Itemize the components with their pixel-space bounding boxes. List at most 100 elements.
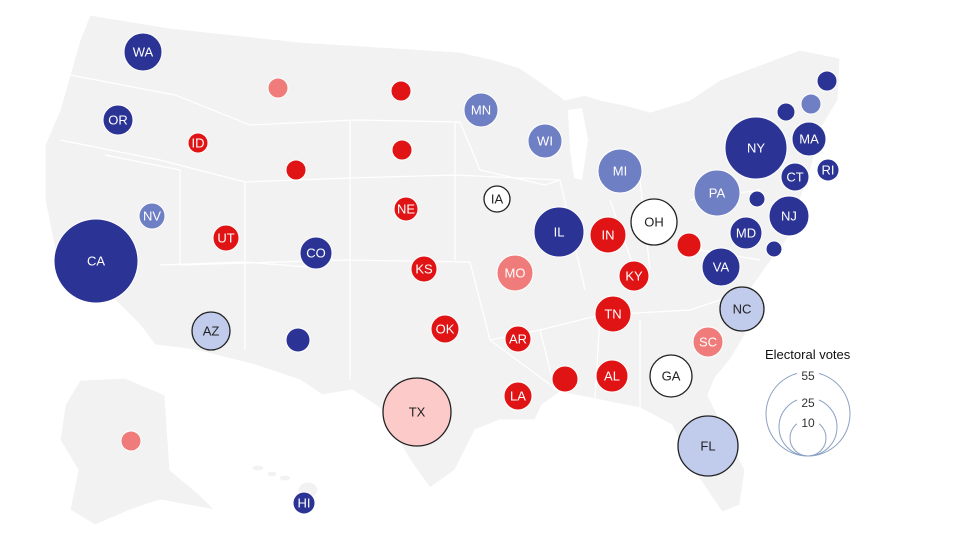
- state-circle-ak[interactable]: [120, 430, 142, 452]
- state-circle-vt[interactable]: [776, 102, 796, 122]
- state-circle-ne[interactable]: [393, 196, 419, 222]
- state-bubble-ca[interactable]: CA: [53, 218, 139, 304]
- state-bubble-nc[interactable]: NC: [719, 286, 765, 332]
- state-bubble-mi[interactable]: MI: [597, 148, 643, 194]
- state-circle-ny[interactable]: [724, 116, 788, 180]
- state-circle-ks[interactable]: [410, 255, 438, 283]
- state-circle-ar[interactable]: [504, 325, 532, 353]
- state-bubble-ia[interactable]: IA: [483, 185, 511, 213]
- state-bubble-ms[interactable]: [551, 365, 579, 393]
- state-bubble-wy[interactable]: [285, 159, 307, 181]
- state-bubble-ut[interactable]: UT: [212, 224, 240, 252]
- state-circle-co[interactable]: [299, 236, 333, 270]
- state-circle-de[interactable]: [748, 190, 766, 208]
- state-circle-ia[interactable]: [483, 185, 511, 213]
- state-circle-wy[interactable]: [285, 159, 307, 181]
- state-bubble-de[interactable]: [748, 190, 766, 208]
- state-circle-mn[interactable]: [463, 92, 499, 128]
- state-circle-oh[interactable]: [630, 198, 678, 246]
- state-circle-la[interactable]: [503, 381, 533, 411]
- state-circle-ca[interactable]: [53, 218, 139, 304]
- state-bubble-ak[interactable]: [120, 430, 142, 452]
- state-bubble-pa[interactable]: PA: [693, 169, 741, 217]
- state-circle-wa[interactable]: [123, 32, 163, 72]
- state-bubble-sc[interactable]: SC: [692, 326, 724, 358]
- state-circle-sc[interactable]: [692, 326, 724, 358]
- state-circle-hi[interactable]: [292, 491, 316, 515]
- state-circle-dc[interactable]: [765, 240, 783, 258]
- state-bubble-me[interactable]: [816, 70, 838, 92]
- state-circle-nc[interactable]: [719, 286, 765, 332]
- state-circle-nv[interactable]: [138, 202, 166, 230]
- state-circle-or[interactable]: [102, 104, 134, 136]
- state-bubble-ne[interactable]: NE: [393, 196, 419, 222]
- state-bubble-md[interactable]: MD: [729, 216, 763, 250]
- state-circle-mi[interactable]: [597, 148, 643, 194]
- state-circle-id[interactable]: [187, 132, 209, 154]
- state-bubble-ma[interactable]: MA: [791, 121, 827, 157]
- state-bubble-nh[interactable]: [800, 93, 822, 115]
- state-bubble-mt[interactable]: [267, 77, 289, 99]
- state-bubble-wi[interactable]: WI: [527, 123, 563, 159]
- state-circle-in[interactable]: [589, 216, 627, 254]
- state-bubble-az[interactable]: AZ: [191, 311, 231, 351]
- state-bubble-dc[interactable]: [765, 240, 783, 258]
- state-circle-wi[interactable]: [527, 123, 563, 159]
- state-circle-sd[interactable]: [391, 139, 413, 161]
- state-circle-mo[interactable]: [496, 254, 534, 292]
- state-circle-mt[interactable]: [267, 77, 289, 99]
- state-bubble-co[interactable]: CO: [299, 236, 333, 270]
- state-bubble-nd[interactable]: [390, 80, 412, 102]
- state-circle-al[interactable]: [595, 359, 629, 393]
- state-circle-wv[interactable]: [676, 232, 702, 258]
- state-circle-va[interactable]: [701, 247, 741, 287]
- state-bubble-vt[interactable]: [776, 102, 796, 122]
- state-circle-nj[interactable]: [768, 195, 810, 237]
- state-bubble-fl[interactable]: FL: [677, 415, 739, 477]
- state-bubble-sd[interactable]: [391, 139, 413, 161]
- state-bubble-al[interactable]: AL: [595, 359, 629, 393]
- state-bubble-mo[interactable]: MO: [496, 254, 534, 292]
- state-circle-ct[interactable]: [780, 162, 810, 192]
- state-bubble-ar[interactable]: AR: [504, 325, 532, 353]
- state-bubble-nv[interactable]: NV: [138, 202, 166, 230]
- state-circle-ky[interactable]: [618, 260, 650, 292]
- state-bubble-in[interactable]: IN: [589, 216, 627, 254]
- state-bubble-hi[interactable]: HI: [292, 491, 316, 515]
- state-circle-ut[interactable]: [212, 224, 240, 252]
- state-bubble-ok[interactable]: OK: [430, 314, 460, 344]
- state-circle-ma[interactable]: [791, 121, 827, 157]
- state-bubble-ga[interactable]: GA: [649, 354, 693, 398]
- state-bubble-il[interactable]: IL: [533, 206, 585, 258]
- state-bubble-tn[interactable]: TN: [594, 295, 632, 333]
- state-bubble-ny[interactable]: NY: [724, 116, 788, 180]
- state-bubble-la[interactable]: LA: [503, 381, 533, 411]
- state-circle-md[interactable]: [729, 216, 763, 250]
- state-bubble-tx[interactable]: TX: [382, 377, 452, 447]
- state-circle-nm[interactable]: [285, 327, 311, 353]
- state-circle-ga[interactable]: [649, 354, 693, 398]
- state-bubble-id[interactable]: ID: [187, 132, 209, 154]
- state-circle-ri[interactable]: [816, 158, 840, 182]
- state-bubble-ct[interactable]: CT: [780, 162, 810, 192]
- state-bubble-nj[interactable]: NJ: [768, 195, 810, 237]
- state-bubble-ky[interactable]: KY: [618, 260, 650, 292]
- state-circle-ok[interactable]: [430, 314, 460, 344]
- state-bubble-ks[interactable]: KS: [410, 255, 438, 283]
- state-bubble-wa[interactable]: WA: [123, 32, 163, 72]
- state-circle-nh[interactable]: [800, 93, 822, 115]
- state-bubble-ri[interactable]: RI: [816, 158, 840, 182]
- state-circle-nd[interactable]: [390, 80, 412, 102]
- state-bubble-va[interactable]: VA: [701, 247, 741, 287]
- state-circle-me[interactable]: [816, 70, 838, 92]
- state-circle-il[interactable]: [533, 206, 585, 258]
- state-circle-ms[interactable]: [551, 365, 579, 393]
- state-circle-pa[interactable]: [693, 169, 741, 217]
- state-bubble-or[interactable]: OR: [102, 104, 134, 136]
- state-circle-az[interactable]: [191, 311, 231, 351]
- state-bubble-wv[interactable]: [676, 232, 702, 258]
- state-bubble-oh[interactable]: OH: [630, 198, 678, 246]
- state-bubble-mn[interactable]: MN: [463, 92, 499, 128]
- state-circle-tx[interactable]: [382, 377, 452, 447]
- state-bubble-nm[interactable]: [285, 327, 311, 353]
